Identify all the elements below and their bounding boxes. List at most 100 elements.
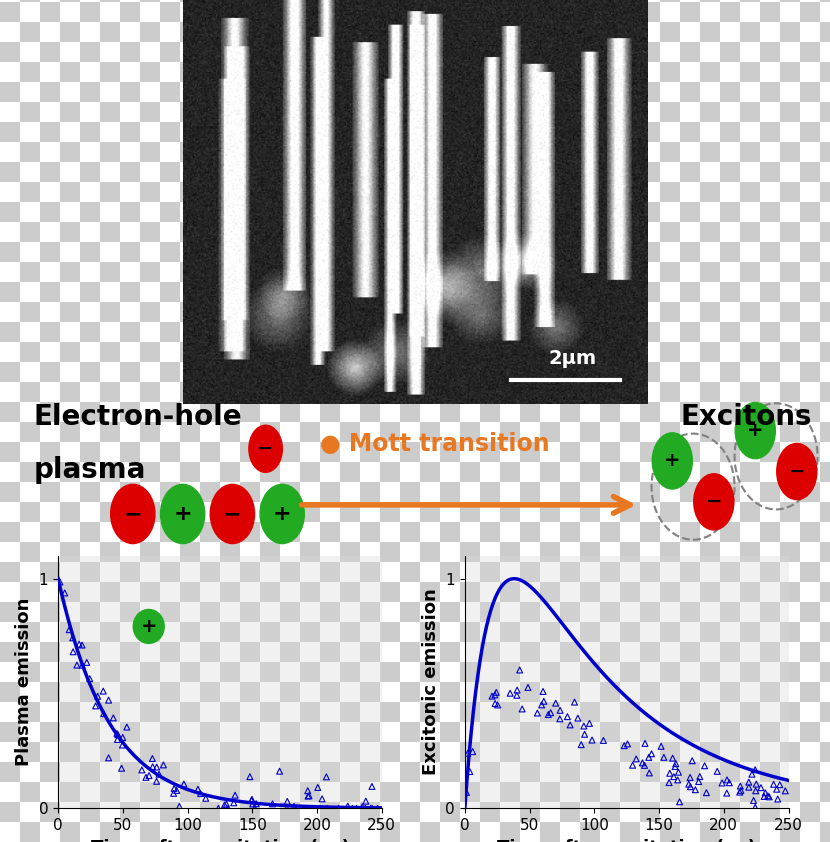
Bar (520, 682, 540, 702)
Bar (780, 582, 800, 602)
Bar (600, 122, 620, 142)
Bar (60, 142, 80, 162)
Bar (120, 722, 140, 742)
Point (371, 802, 384, 815)
Point (747, 794, 760, 807)
Bar (720, 482, 740, 502)
Bar (780, 202, 800, 222)
Bar (800, 722, 820, 742)
Bar (520, 822, 540, 842)
Bar (720, 62, 740, 82)
Point (779, 784, 792, 797)
Bar (20, 302, 40, 322)
Bar (560, 62, 580, 82)
Bar (20, 582, 40, 602)
Bar (360, 662, 380, 682)
Bar (520, 122, 540, 142)
Bar (740, 642, 760, 662)
Bar (700, 722, 720, 742)
Bar (80, 662, 100, 682)
Text: +: + (173, 504, 192, 524)
Bar (0, 362, 20, 382)
Bar (580, 322, 600, 342)
Bar (580, 602, 600, 622)
Ellipse shape (260, 483, 305, 544)
Bar (0, 82, 20, 102)
Point (767, 777, 780, 791)
Bar (100, 662, 120, 682)
Bar (740, 102, 760, 122)
Bar (700, 442, 720, 462)
Bar (120, 562, 140, 582)
Bar (440, 602, 460, 622)
Bar (460, 342, 480, 362)
Bar (720, 282, 740, 302)
Bar (500, 162, 520, 182)
Text: −: − (257, 440, 274, 458)
Point (194, 786, 208, 800)
Bar (520, 42, 540, 62)
Point (723, 776, 736, 790)
Bar (520, 542, 540, 562)
Bar (100, 382, 120, 402)
Bar (400, 502, 420, 522)
Bar (160, 722, 180, 742)
Bar (120, 202, 140, 222)
Bar (820, 542, 830, 562)
Bar (160, 242, 180, 262)
Bar (740, 402, 760, 422)
Bar (420, 702, 440, 722)
Bar (640, 362, 660, 382)
Bar (800, 202, 820, 222)
Bar (560, 762, 580, 782)
Bar (100, 242, 120, 262)
Bar (800, 422, 820, 442)
Bar (80, 462, 100, 482)
Bar (200, 122, 220, 142)
Bar (620, 622, 640, 642)
Bar (380, 262, 400, 282)
Bar (320, 202, 340, 222)
Bar (420, 502, 440, 522)
Bar (400, 722, 420, 742)
Bar (760, 742, 780, 762)
Bar (800, 562, 820, 582)
Bar (120, 522, 140, 542)
Bar (340, 122, 360, 142)
Bar (660, 322, 680, 342)
Bar (480, 62, 500, 82)
Bar (480, 162, 500, 182)
Bar (620, 322, 640, 342)
Bar (80, 162, 100, 182)
Bar (680, 582, 700, 602)
Bar (60, 222, 80, 242)
Bar (740, 122, 760, 142)
Bar (720, 542, 740, 562)
Bar (580, 562, 600, 582)
Bar (40, 602, 60, 622)
Bar (780, 102, 800, 122)
Bar (660, 682, 680, 702)
Bar (260, 122, 280, 142)
Bar (360, 162, 380, 182)
Point (561, 710, 574, 723)
Bar (680, 482, 700, 502)
Bar (0, 642, 20, 662)
Bar (60, 202, 80, 222)
Bar (520, 22, 540, 42)
Bar (820, 462, 830, 482)
Point (521, 680, 535, 694)
Bar (720, 742, 740, 762)
Bar (520, 242, 540, 262)
Bar (240, 502, 260, 522)
Bar (160, 362, 180, 382)
Bar (420, 682, 440, 702)
Bar (760, 702, 780, 722)
Bar (500, 642, 520, 662)
Bar (380, 302, 400, 322)
Bar (100, 2, 120, 22)
Bar (380, 522, 400, 542)
Bar (140, 462, 160, 482)
Bar (300, 382, 320, 402)
Bar (340, 262, 360, 282)
